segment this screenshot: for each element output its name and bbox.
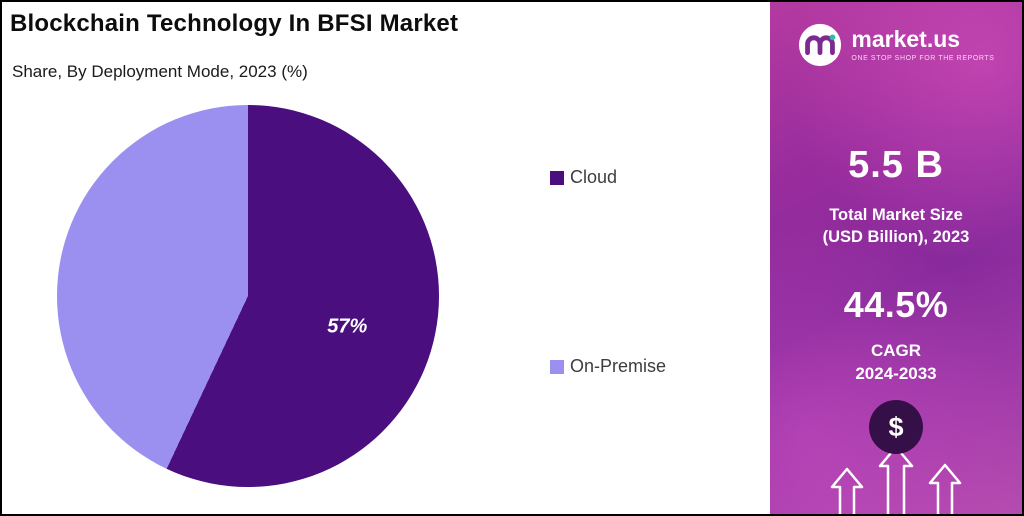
market-size-label-line1: Total Market Size [829, 206, 963, 224]
dollar-symbol: $ [888, 411, 904, 442]
brand-panel: market.us ONE STOP SHOP FOR THE REPORTS … [770, 2, 1022, 514]
market-size-label-line2: (USD Billion), 2023 [822, 228, 970, 247]
market-size-value: 5.5 B [848, 144, 944, 186]
legend-item-cloud: Cloud [550, 167, 666, 188]
brand-name: market.us [851, 26, 961, 52]
chart-area: Blockchain Technology In BFSI Market Sha… [2, 2, 770, 514]
cagr-label-line2: 2024-2033 [855, 363, 937, 383]
legend-swatch-cloud [550, 170, 564, 185]
brand-text-block: market.us ONE STOP SHOP FOR THE REPORTS [851, 26, 995, 63]
up-arrow-icon [830, 467, 864, 514]
legend-label-on-premise: On-Premise [570, 356, 667, 376]
market-size-label: Total Market Size (USD Billion), 2023 [770, 204, 1022, 249]
up-arrow-icon [928, 463, 962, 514]
pie-slice-label: 57% [327, 315, 368, 338]
legend-label-cloud: Cloud [570, 167, 618, 187]
growth-arrows [770, 444, 1022, 514]
cagr-label: CAGR 2024-2033 [770, 340, 1022, 386]
cagr-label-line1: CAGR [870, 341, 922, 360]
cagr-value: 44.5% [843, 284, 949, 325]
chart-legend: Cloud On-Premise [550, 167, 666, 377]
chart-title: Blockchain Technology In BFSI Market [10, 10, 459, 37]
brand-tagline: ONE STOP SHOP FOR THE REPORTS [851, 55, 995, 62]
chart-subtitle: Share, By Deployment Mode, 2023 (%) [12, 62, 308, 81]
brand-row: market.us ONE STOP SHOP FOR THE REPORTS [770, 22, 1022, 68]
dollar-circle: $ [869, 400, 923, 454]
legend-swatch-on-premise [550, 359, 564, 374]
marketus-logo-icon [799, 23, 842, 67]
legend-item-on-premise: On-Premise [550, 356, 666, 377]
pie-chart: 57% [57, 105, 439, 487]
up-arrow-icon [878, 445, 914, 514]
